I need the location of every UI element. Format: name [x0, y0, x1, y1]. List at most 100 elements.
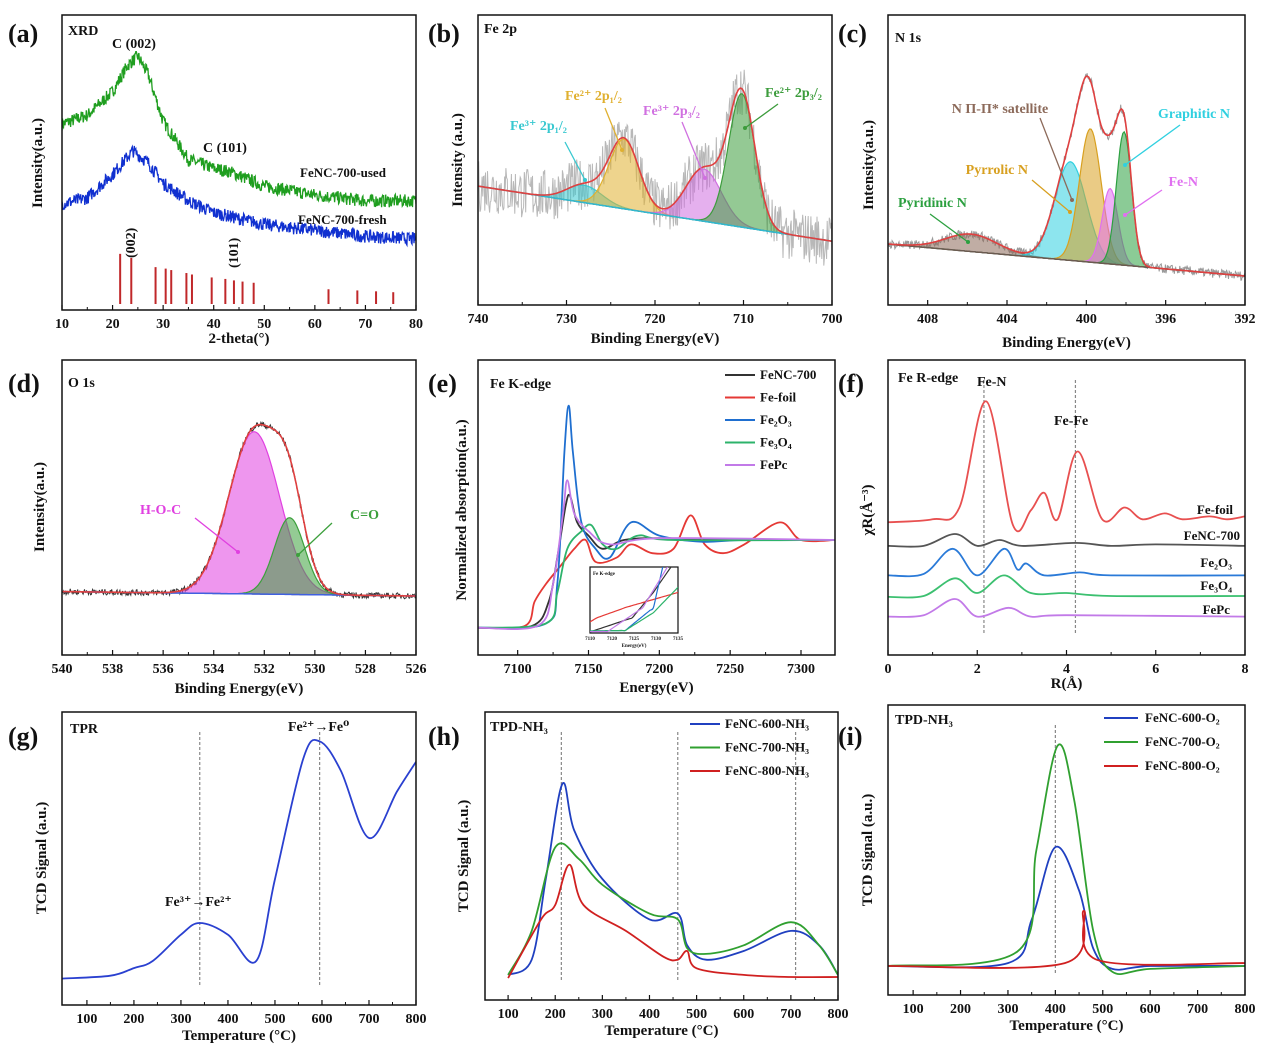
y-axis-label: Intensity(a.u.) [861, 120, 877, 210]
legend-label: FeNC-800-NH₃ [725, 763, 809, 778]
plot-area [478, 69, 832, 266]
envelope-line [62, 423, 416, 597]
x-tick-label: 740 [468, 312, 489, 327]
x-tick-label: 400 [639, 1007, 660, 1022]
y-axis-label: TCD Signal (a.u.) [860, 794, 876, 907]
x-tick-label: 500 [264, 1012, 285, 1027]
x-tick-label: 530 [304, 662, 325, 677]
x-axis-label: 2-theta(°) [209, 331, 270, 347]
panel-title: XRD [68, 24, 98, 39]
annotation-arrow [604, 107, 623, 151]
x-axis-label: Temperature (°C) [182, 1028, 296, 1044]
series-line [478, 479, 835, 630]
x-tick-label: 600 [1140, 1002, 1161, 1017]
annotation: Fe-N [977, 375, 1007, 390]
panel-label: (h) [428, 722, 460, 751]
x-axis-label: Binding Energy(eV) [591, 331, 720, 347]
x-tick-label: 528 [355, 662, 376, 677]
plot-area [888, 73, 1245, 281]
annotation-arrow [744, 103, 779, 129]
inset-tick-label: 7130 [651, 637, 662, 642]
y-axis-label: Intensity(a.u.) [32, 462, 48, 552]
plot-frame [887, 14, 1246, 306]
x-tick-label: 40 [207, 317, 221, 332]
inset-tick-label: 7110 [585, 637, 595, 642]
annotation-arrow [194, 517, 239, 553]
series-line [62, 144, 416, 248]
annotation-arrow [297, 522, 333, 556]
annotation-arrow [564, 141, 586, 181]
y-axis-label: χR(Å⁻³) [860, 484, 876, 536]
plot-frame [477, 14, 833, 306]
y-axis-label: Normalized absorption(a.u.) [454, 419, 470, 600]
x-tick-label: 100 [498, 1007, 519, 1022]
panel-title: Fe R-edge [898, 371, 958, 386]
x-tick-label: 730 [556, 312, 577, 327]
series-label: Fe₂O₃ [1200, 555, 1232, 570]
series-line [507, 781, 838, 976]
arrow-head [743, 126, 747, 130]
panel-b: 740 730 720 710 700 Fe³⁺ 2p₁/₂ Fe²⁺ 2p₁/₂ Fe³⁺ … [428, 14, 843, 347]
legend-label: Fe-foil [760, 390, 796, 405]
legend-label: FeNC-600-O₂ [1145, 710, 1220, 725]
y-axis-label: TCD Signal (a.u.) [456, 800, 472, 913]
x-tick-label: 400 [217, 1012, 238, 1027]
panel-a: 10 20 30 40 50 60 70 80 FeNC-700-used FeNC-700-fr… [8, 14, 423, 347]
panel-title: TPR [70, 722, 99, 737]
x-tick-label: 700 [358, 1012, 379, 1027]
arrow-head [583, 178, 587, 182]
x-tick-label: 700 [1187, 1002, 1208, 1017]
plot-frame [887, 704, 1246, 996]
arrow-head [966, 240, 970, 244]
series-label: FePc [1203, 602, 1231, 617]
plot-area [888, 380, 1245, 635]
annotation-arrow [1124, 189, 1163, 216]
arrow-head [1123, 213, 1127, 217]
legend-label: FeNC-700 [760, 367, 816, 382]
x-tick-label: 70 [358, 317, 372, 332]
x-axis-label: R(Å) [1051, 676, 1083, 692]
y-axis-label: Intensity (a.u.) [450, 113, 466, 207]
component-label: Graphitic N [1158, 107, 1230, 122]
annotation-arrow [1031, 179, 1071, 213]
x-tick-label: 7100 [504, 662, 532, 677]
panel-f: 0 2 4 6 8 Fe-foil FeNC-700 Fe₂O₃ Fe₃O₄ FePc Fe-N Fe… [838, 359, 1249, 692]
inset-tick-label: 7125 [629, 637, 640, 642]
series-line [62, 739, 416, 980]
series-label: Fe₃O₄ [1200, 578, 1232, 593]
x-tick-label: 534 [203, 662, 224, 677]
x-axis-label: Temperature (°C) [1010, 1018, 1124, 1034]
x-axis-label: Binding Energy(eV) [175, 681, 304, 697]
x-tick-label: 700 [822, 312, 843, 327]
annotation: C (002) [112, 37, 156, 52]
arrow-head [296, 553, 300, 557]
panel-label: (i) [838, 722, 863, 751]
series-line [478, 404, 835, 629]
panel-title: TPD-NH₃ [490, 720, 548, 735]
series-label: FeNC-700-used [300, 165, 387, 180]
series-line [62, 51, 416, 208]
panel-i: 100 200 300 400 500 600 700 800 FeNC-600-O₂ FeNC-… [838, 704, 1256, 1034]
x-tick-label: 600 [733, 1007, 754, 1022]
component-label: N Π-Π* satellite [952, 102, 1048, 117]
plot-area [507, 732, 838, 980]
plot-area [888, 725, 1245, 976]
component-label: Fe³⁺ 2p₁/₂ [510, 119, 567, 134]
arrow-head [703, 176, 707, 180]
x-tick-label: 200 [123, 1012, 144, 1027]
plot-area [478, 404, 835, 630]
x-tick-label: 526 [406, 662, 427, 677]
legend-label: Fe₃O₄ [760, 435, 792, 450]
component-label: C=O [350, 508, 379, 523]
panel-title: O 1s [68, 376, 95, 391]
inset-tick-label: 7135 [673, 637, 684, 642]
series-label: FeNC-700 [1184, 528, 1240, 543]
annotation: Fe²⁺→Fe⁰ [288, 720, 349, 735]
inset-series-line [590, 586, 678, 632]
series-line [888, 909, 1245, 969]
annotation: Fe³⁺→Fe²⁺ [165, 895, 232, 910]
plot-frame [61, 14, 417, 311]
legend-label: FeNC-600-NH₃ [725, 716, 809, 731]
x-tick-label: 800 [828, 1007, 849, 1022]
